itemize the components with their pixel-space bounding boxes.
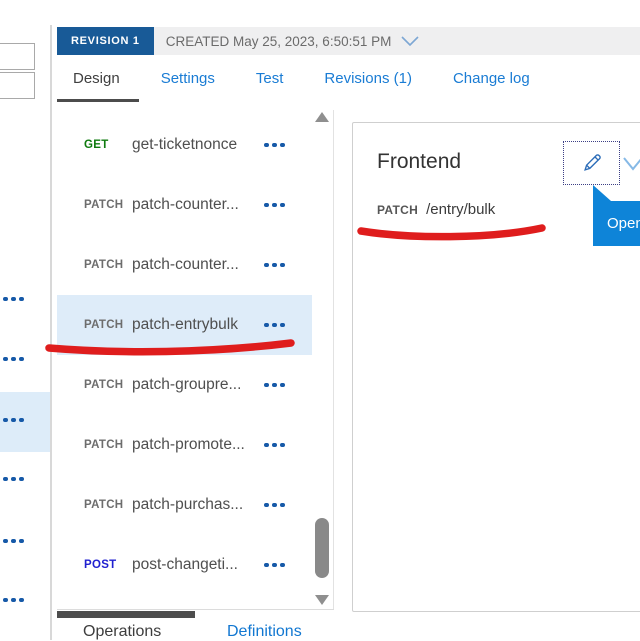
pencil-icon <box>583 154 601 171</box>
overflow-menu-icon[interactable] <box>3 597 27 603</box>
operation-row-selected[interactable]: PATCH patch-entrybulk <box>57 295 312 355</box>
operation-name: post-changeti... <box>132 556 238 573</box>
footer-tab-operations[interactable]: Operations <box>83 623 162 640</box>
panel-divider <box>50 25 52 640</box>
footer-tab-definitions[interactable]: Definitions <box>227 623 302 640</box>
operation-name: patch-groupre... <box>132 376 242 393</box>
frontend-path: /entry/bulk <box>426 201 496 218</box>
frontend-endpoint: PATCH /entry/bulk <box>377 201 495 218</box>
tab-change-log[interactable]: Change log <box>452 70 530 87</box>
operation-row[interactable]: PATCH patch-counter... <box>57 175 312 235</box>
operation-name: get-ticketnonce <box>132 136 238 153</box>
scroll-down-icon[interactable] <box>315 595 329 605</box>
vertical-scrollbar-thumb[interactable] <box>315 518 329 578</box>
horizontal-scrollbar-thumb[interactable] <box>57 611 195 618</box>
operation-row[interactable]: PATCH patch-counter... <box>57 235 312 295</box>
overflow-menu-icon[interactable] <box>264 562 285 568</box>
edit-frontend-button[interactable] <box>563 141 620 185</box>
operation-name: patch-counter... <box>132 256 239 273</box>
revision-created-dropdown[interactable]: CREATED May 25, 2023, 6:50:51 PM <box>154 27 420 55</box>
overflow-menu-icon[interactable] <box>3 296 27 302</box>
operation-row[interactable]: PATCH patch-groupre... <box>57 355 312 415</box>
method-badge: PATCH <box>84 319 124 331</box>
overflow-menu-icon[interactable] <box>264 142 285 148</box>
method-badge: PATCH <box>84 259 124 271</box>
operation-name: patch-purchas... <box>132 496 244 513</box>
scroll-up-icon[interactable] <box>315 112 329 122</box>
operation-name: patch-entrybulk <box>132 316 238 333</box>
revision-badge: REVISION 1 <box>57 27 154 55</box>
chevron-down-icon <box>401 36 419 46</box>
tab-design[interactable]: Design <box>73 70 120 87</box>
overflow-menu-icon[interactable] <box>264 202 285 208</box>
overflow-menu-icon[interactable] <box>264 382 285 388</box>
tab-settings[interactable]: Settings <box>160 70 215 87</box>
partial-card <box>0 72 35 99</box>
active-tab-underline <box>57 99 139 102</box>
operation-name: patch-counter... <box>132 196 239 213</box>
overflow-menu-icon[interactable] <box>264 502 285 508</box>
overflow-menu-icon[interactable] <box>264 322 285 328</box>
operation-row[interactable]: PATCH patch-purchas... <box>57 475 312 535</box>
revision-bar: REVISION 1 CREATED May 25, 2023, 6:50:51… <box>57 27 640 55</box>
overflow-menu-icon[interactable] <box>3 538 27 544</box>
overflow-menu-icon[interactable] <box>264 262 285 268</box>
overflow-menu-icon[interactable] <box>3 356 27 362</box>
method-badge: PATCH <box>84 499 124 511</box>
method-badge: GET <box>84 139 109 151</box>
frontend-title: Frontend <box>377 150 462 173</box>
tooltip-tail <box>593 185 611 201</box>
overflow-menu-icon[interactable] <box>264 442 285 448</box>
edit-dropdown-chevron-icon[interactable] <box>622 156 640 172</box>
tab-test[interactable]: Test <box>255 70 284 87</box>
tab-strip: Design Settings Test Revisions (1) Chang… <box>57 70 530 87</box>
method-badge: PATCH <box>84 379 124 391</box>
list-border <box>57 609 334 610</box>
tab-revisions[interactable]: Revisions (1) <box>324 70 412 87</box>
tooltip-label: Open <box>607 215 640 232</box>
frontend-method-badge: PATCH <box>377 203 419 217</box>
method-badge: POST <box>84 559 117 571</box>
operation-row[interactable]: PATCH patch-promote... <box>57 415 312 475</box>
partial-card <box>0 43 35 70</box>
method-badge: PATCH <box>84 199 124 211</box>
tooltip: Open <box>593 201 640 246</box>
overflow-menu-icon[interactable] <box>3 417 27 423</box>
operation-name: patch-promote... <box>132 436 245 453</box>
method-badge: PATCH <box>84 439 124 451</box>
list-border <box>333 110 334 610</box>
background-selected-row <box>0 392 51 452</box>
operation-row[interactable]: GET get-ticketnonce <box>57 115 312 175</box>
operations-list: GET get-ticketnonce PATCH patch-counter.… <box>57 110 312 595</box>
revision-created-label: CREATED May 25, 2023, 6:50:51 PM <box>165 33 392 49</box>
overflow-menu-icon[interactable] <box>3 476 27 482</box>
frontend-panel <box>352 122 640 612</box>
operation-row[interactable]: POST post-changeti... <box>57 535 312 595</box>
